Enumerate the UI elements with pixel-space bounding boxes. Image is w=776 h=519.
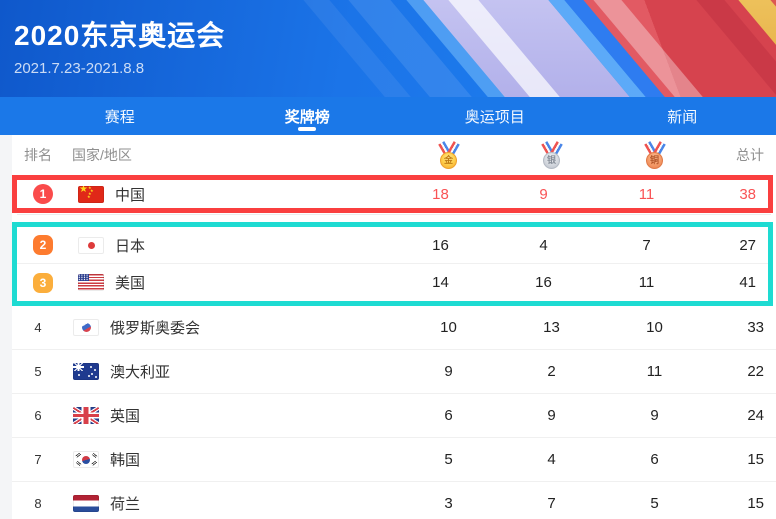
total-count: 15 [747,451,764,468]
gold-count: 6 [444,407,453,424]
bronze-medal-icon: 铜 [643,140,666,169]
country-flag [73,495,99,512]
country-column-header: 国家/地区 [72,147,132,163]
country-flag [73,319,99,336]
rank-badge: 6 [34,408,42,423]
country-flag [73,451,99,468]
bronze-count: 11 [646,363,663,380]
header-banner: 2020东京奥运会 2021.7.23-2021.8.8 [0,0,776,97]
table-body: 1 中国 18 9 11 38 2 日本 16 4 7 27 3 美国 14 1… [12,175,776,519]
country-name: 日本 [115,237,146,255]
total-count: 24 [747,407,764,424]
main-nav: 赛程 奖牌榜 奥运项目 新闻 [0,97,776,135]
rank-badge: 7 [34,452,42,467]
gold-count: 16 [432,236,449,254]
table-row[interactable]: 6 英国 6 9 9 24 [12,394,776,438]
bronze-count: 5 [650,495,659,512]
rank-badge: 8 [34,496,42,511]
total-column-header: 总计 [736,147,764,163]
silver-count: 9 [547,407,556,424]
country-name: 中国 [115,186,146,204]
total-count: 41 [739,274,756,291]
silver-count: 4 [547,451,556,468]
country-name: 俄罗斯奥委会 [110,320,201,337]
gold-count: 14 [432,274,449,291]
country-name: 韩国 [110,452,141,469]
silver-count: 7 [547,495,556,512]
tab-medal-table[interactable]: 奖牌榜 [214,97,402,135]
country-name: 美国 [115,275,146,292]
country-name: 荷兰 [110,496,141,513]
table-header-row: 排名 国家/地区 金 银 铜 总计 [12,135,776,175]
country-flag [78,185,104,203]
table-row[interactable]: 7 韩国 5 4 6 15 [12,438,776,482]
active-tab-indicator [298,127,317,131]
tab-olympic-events[interactable]: 奥运项目 [401,97,589,135]
highlight-box-red: 1 中国 18 9 11 38 [12,175,773,215]
table-row[interactable]: 3 美国 14 16 11 41 [17,264,768,301]
gold-medal-icon: 金 [437,140,460,169]
rank-badge: 3 [33,272,53,293]
tab-label: 赛程 [104,108,135,126]
country-flag [73,363,99,380]
gold-count: 18 [432,185,449,203]
tab-label: 奖牌榜 [284,108,330,126]
page-title: 2020东京奥运会 [14,20,226,51]
silver-count: 4 [539,236,548,254]
date-range: 2021.7.23-2021.8.8 [14,60,145,77]
total-count: 27 [739,236,756,254]
rank-badge: 2 [33,235,53,255]
tab-label: 新闻 [667,108,698,126]
gold-count: 3 [444,495,453,512]
total-count: 15 [747,495,764,512]
total-count: 38 [739,185,756,203]
rank-column-header: 排名 [24,147,52,163]
country-name: 澳大利亚 [110,364,171,381]
tab-label: 奥运项目 [464,108,525,126]
bronze-count: 10 [646,319,663,336]
bronze-count: 9 [650,407,659,424]
rank-badge: 1 [33,184,53,204]
table-row[interactable]: 5 澳大利亚 9 2 11 22 [12,350,776,394]
total-count: 22 [747,363,764,380]
gold-count: 5 [444,451,453,468]
table-row[interactable]: 2 日本 16 4 7 27 [17,227,768,264]
silver-medal-icon: 银 [540,140,563,169]
bronze-count: 7 [642,236,651,254]
gold-count: 9 [444,363,453,380]
silver-count: 13 [543,319,560,336]
table-row[interactable]: 1 中国 18 9 11 38 [17,180,768,208]
highlight-box-teal: 2 日本 16 4 7 27 3 美国 14 16 11 41 [12,222,773,306]
silver-count: 16 [535,274,552,291]
silver-count: 2 [547,363,556,380]
medal-table: 排名 国家/地区 金 银 铜 总计 1 中国 18 9 11 38 2 日本 [12,135,776,519]
table-row[interactable]: 8 荷兰 3 7 5 15 [12,482,776,519]
country-flag [78,236,104,254]
silver-count: 9 [539,185,548,203]
rank-badge: 5 [34,364,42,379]
gold-count: 10 [440,319,457,336]
tab-news[interactable]: 新闻 [589,97,776,135]
bronze-count: 6 [650,451,659,468]
total-count: 33 [747,319,764,336]
bronze-count: 11 [638,274,655,291]
rank-badge: 4 [34,320,42,335]
country-flag [78,274,104,291]
tab-schedule[interactable]: 赛程 [26,97,214,135]
country-name: 英国 [110,408,141,425]
table-row[interactable]: 4 俄罗斯奥委会 10 13 10 33 [12,306,776,350]
bronze-count: 11 [638,185,655,203]
country-flag [73,407,99,424]
